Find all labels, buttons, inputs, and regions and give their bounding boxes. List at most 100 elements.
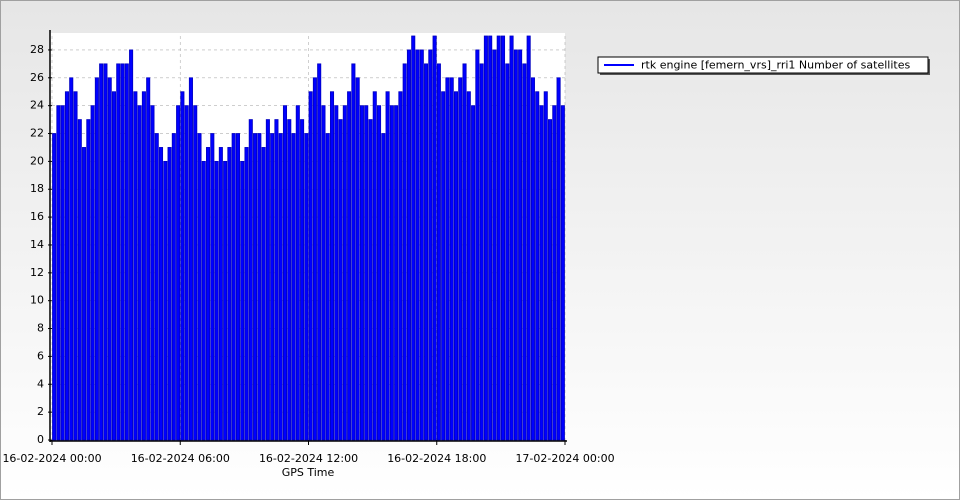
bar (471, 105, 476, 441)
bar (141, 91, 146, 441)
bar (103, 63, 108, 441)
bar (325, 133, 330, 441)
bar (94, 77, 99, 441)
bar (227, 147, 232, 441)
bar (137, 105, 142, 441)
bar (158, 147, 164, 441)
bar (496, 35, 501, 441)
bar (488, 35, 493, 441)
bar (176, 105, 181, 441)
bar (244, 147, 249, 441)
bar (329, 91, 335, 441)
bar (509, 35, 514, 441)
bar (150, 105, 155, 441)
bar (146, 77, 151, 441)
bar (116, 63, 121, 441)
bar (406, 49, 411, 441)
bar (287, 119, 292, 441)
y-tick-label: 0 (37, 433, 44, 446)
bar (270, 133, 275, 441)
bar (231, 133, 236, 441)
bar (295, 105, 300, 441)
bar (86, 119, 91, 441)
bar (210, 133, 215, 441)
x-axis-title: GPS Time (282, 466, 335, 479)
bar (253, 133, 258, 441)
bar (466, 91, 471, 441)
bar (257, 133, 262, 441)
bar (552, 105, 557, 441)
bar (381, 133, 386, 441)
bar (99, 63, 104, 441)
bar (206, 147, 211, 441)
bar (69, 77, 74, 441)
bar (334, 105, 339, 441)
bar (120, 63, 125, 441)
bar (539, 105, 544, 441)
bar (402, 63, 407, 441)
bar (64, 91, 69, 441)
bar (518, 49, 523, 441)
bar (492, 49, 497, 441)
x-tick-label: 16-02-2024 12:00 (259, 452, 358, 465)
x-tick-label: 16-02-2024 00:00 (2, 452, 101, 465)
bar (453, 91, 459, 441)
y-tick-label: 22 (30, 127, 44, 140)
y-tick-label: 18 (30, 182, 44, 195)
bar (197, 133, 202, 441)
bar (124, 63, 129, 441)
bar (522, 63, 527, 441)
bar (513, 49, 518, 441)
bar (526, 35, 531, 441)
bar (129, 49, 134, 441)
bar (235, 133, 240, 441)
legend-label: rtk engine [femern_vrs]_rri1 Number of s… (641, 59, 910, 72)
y-tick-label: 12 (30, 266, 44, 279)
bar (240, 160, 245, 441)
bar (60, 105, 65, 441)
bar (441, 91, 446, 441)
y-tick-label: 28 (30, 43, 44, 56)
bar (274, 119, 279, 441)
bar (548, 119, 553, 441)
y-tick-label: 2 (37, 405, 44, 418)
bar (428, 49, 433, 441)
y-tick-label: 24 (30, 99, 44, 112)
y-tick-label: 20 (30, 154, 44, 167)
bar (445, 77, 450, 441)
bar (424, 63, 429, 441)
bar (73, 91, 78, 441)
bar (321, 105, 326, 441)
y-tick-label: 26 (30, 71, 44, 84)
legend-box (597, 56, 929, 74)
bar (90, 105, 95, 441)
x-tick-label: 16-02-2024 18:00 (387, 452, 486, 465)
bar (560, 105, 565, 441)
bar (184, 105, 189, 441)
bar (193, 105, 198, 441)
bar (77, 119, 82, 441)
bar (479, 63, 484, 441)
y-tick-label: 14 (30, 238, 44, 251)
bar (52, 133, 57, 441)
bar (394, 105, 399, 441)
bar (218, 147, 223, 441)
y-tick-label: 4 (37, 377, 44, 390)
bar (385, 91, 390, 441)
y-tick-label: 10 (30, 294, 44, 307)
x-tick-label: 16-02-2024 06:00 (131, 452, 230, 465)
bar (223, 160, 228, 441)
bar (180, 91, 185, 441)
bar (359, 105, 364, 441)
bar (411, 35, 416, 441)
bar (214, 160, 219, 441)
bar (201, 160, 206, 441)
bar (82, 147, 87, 441)
bar (188, 77, 193, 441)
bar (436, 63, 441, 441)
bar (368, 119, 373, 441)
bar (355, 77, 360, 441)
bar (483, 35, 488, 441)
bar (543, 91, 548, 441)
